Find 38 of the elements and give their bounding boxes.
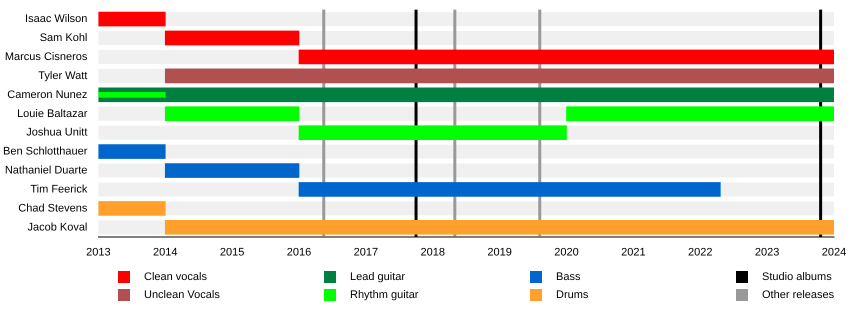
- x-tick-label: 2019: [487, 246, 512, 258]
- legend-label: Clean vocals: [144, 271, 207, 283]
- bar: [98, 144, 166, 159]
- legend-label: Studio albums: [762, 271, 832, 283]
- legend-label: Rhythm guitar: [350, 289, 418, 301]
- bar: [164, 163, 300, 178]
- x-tick-label: 2024: [822, 246, 846, 258]
- x-tick-label: 2013: [86, 246, 111, 258]
- x-tick-label: 2020: [554, 246, 579, 258]
- y-tick-label: Tim Feerick: [30, 184, 88, 196]
- y-tick-label: Chad Stevens: [18, 202, 88, 214]
- legend-label: Unclean Vocals: [144, 289, 220, 301]
- legend-label: Bass: [556, 271, 580, 283]
- y-tick-label: Joshua Unitt: [26, 126, 88, 139]
- y-tick-label: Cameron Nunez: [7, 88, 88, 101]
- x-tick-label: 2018: [420, 246, 445, 258]
- y-tick-label: Louie Baltazar: [17, 108, 88, 120]
- x-tick-label: 2021: [621, 246, 646, 258]
- legend-label: Other releases: [762, 289, 834, 301]
- bar: [98, 12, 166, 26]
- x-tick-label: 2023: [754, 246, 780, 258]
- x-tick-label: 2015: [220, 246, 244, 258]
- y-tick-label: Nathaniel Duarte: [4, 164, 88, 177]
- bar: [164, 30, 300, 46]
- x-tick-label: 2022: [688, 246, 712, 258]
- y-tick-label: Tyler Watt: [38, 70, 88, 82]
- y-tick-label: Ben Schlotthauer: [3, 146, 88, 158]
- y-tick-label: Isaac Wilson: [25, 13, 88, 26]
- y-tick-label: Sam Kohl: [40, 32, 88, 44]
- bar: [98, 201, 166, 216]
- x-tick-label: 2016: [286, 246, 312, 258]
- legend-label: Drums: [556, 289, 588, 301]
- x-tick-label: 2014: [153, 246, 178, 258]
- bar: [164, 106, 300, 122]
- y-tick-label: Marcus Cisneros: [4, 50, 88, 63]
- legend-label: Lead guitar: [350, 271, 406, 283]
- y-tick-label: Jacob Koval: [27, 221, 88, 234]
- x-tick-label: 2017: [354, 246, 378, 258]
